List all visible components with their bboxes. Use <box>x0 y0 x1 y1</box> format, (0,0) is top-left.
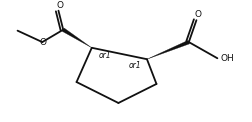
Text: O: O <box>194 10 201 19</box>
Text: O: O <box>57 1 64 10</box>
Polygon shape <box>146 40 189 59</box>
Text: or1: or1 <box>128 61 141 70</box>
Text: or1: or1 <box>98 51 111 60</box>
Text: OH: OH <box>219 54 233 63</box>
Polygon shape <box>62 28 91 48</box>
Text: O: O <box>40 38 47 47</box>
